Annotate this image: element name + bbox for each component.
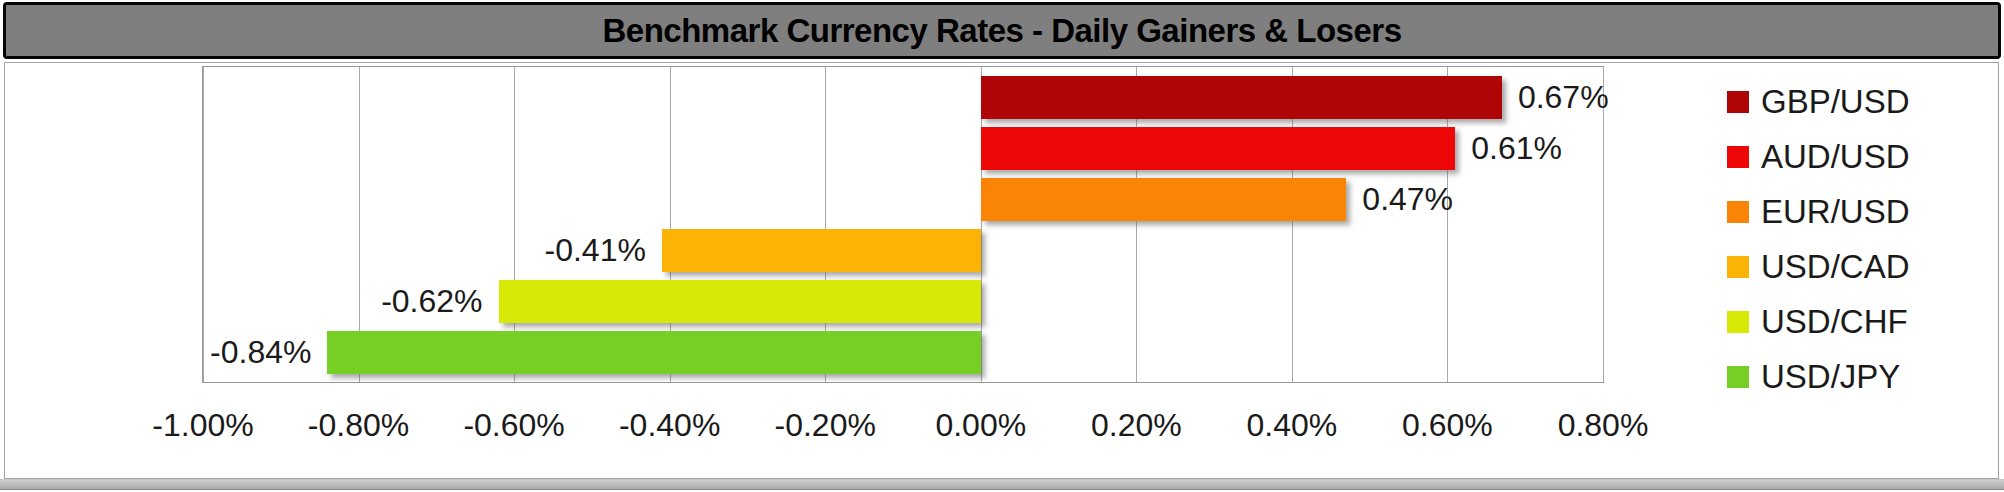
legend-label: USD/CAD <box>1761 248 1910 286</box>
legend-item: AUD/USD <box>1727 129 1910 184</box>
x-tick-label: -0.60% <box>434 407 594 444</box>
data-label: 0.67% <box>1518 79 1609 116</box>
data-label: 0.47% <box>1362 181 1453 218</box>
legend-label: USD/CHF <box>1761 303 1908 341</box>
legend: GBP/USD AUD/USD EUR/USD USD/CAD USD/CHF USD/J… <box>1727 74 1910 404</box>
legend-item: GBP/USD <box>1727 74 1910 129</box>
data-label: -0.84% <box>210 334 311 371</box>
x-tick-label: -0.80% <box>279 407 439 444</box>
data-label: -0.41% <box>544 232 645 269</box>
x-tick-label: 0.40% <box>1212 407 1372 444</box>
bar-aud-usd <box>981 127 1455 170</box>
legend-item: USD/JPY <box>1727 349 1910 404</box>
legend-swatch-icon <box>1727 256 1749 278</box>
bar-eur-usd <box>981 178 1347 221</box>
x-tick-label: -0.40% <box>590 407 750 444</box>
legend-item: EUR/USD <box>1727 184 1910 239</box>
x-tick-label: -1.00% <box>123 407 283 444</box>
bar-usd-jpy <box>327 331 980 374</box>
legend-label: USD/JPY <box>1761 358 1900 396</box>
plot-area: 0.67%0.61%0.47%-0.41%-0.62%-0.84%-1.00%-… <box>202 66 1604 383</box>
bar-usd-cad <box>662 229 981 272</box>
legend-item: USD/CAD <box>1727 239 1910 294</box>
data-label: -0.62% <box>381 283 482 320</box>
x-tick-label: 0.60% <box>1367 407 1527 444</box>
legend-swatch-icon <box>1727 146 1749 168</box>
gridline <box>203 67 204 382</box>
bar-usd-chf <box>499 280 981 323</box>
x-tick-label: 0.00% <box>901 407 1061 444</box>
legend-item: USD/CHF <box>1727 294 1910 349</box>
bar-gbp-usd <box>981 76 1502 119</box>
x-tick-label: -0.20% <box>745 407 905 444</box>
chart-title: Benchmark Currency Rates - Daily Gainers… <box>602 12 1401 50</box>
legend-swatch-icon <box>1727 201 1749 223</box>
legend-swatch-icon <box>1727 366 1749 388</box>
x-tick-label: 0.80% <box>1523 407 1683 444</box>
window-bottom-edge <box>0 479 2004 490</box>
chart-area: 0.67%0.61%0.47%-0.41%-0.62%-0.84%-1.00%-… <box>4 62 1999 479</box>
legend-label: AUD/USD <box>1761 138 1910 176</box>
legend-label: EUR/USD <box>1761 193 1910 231</box>
legend-label: GBP/USD <box>1761 83 1910 121</box>
data-label: 0.61% <box>1471 130 1562 167</box>
legend-swatch-icon <box>1727 311 1749 333</box>
chart-title-bar: Benchmark Currency Rates - Daily Gainers… <box>3 2 2001 59</box>
x-tick-label: 0.20% <box>1056 407 1216 444</box>
legend-swatch-icon <box>1727 91 1749 113</box>
